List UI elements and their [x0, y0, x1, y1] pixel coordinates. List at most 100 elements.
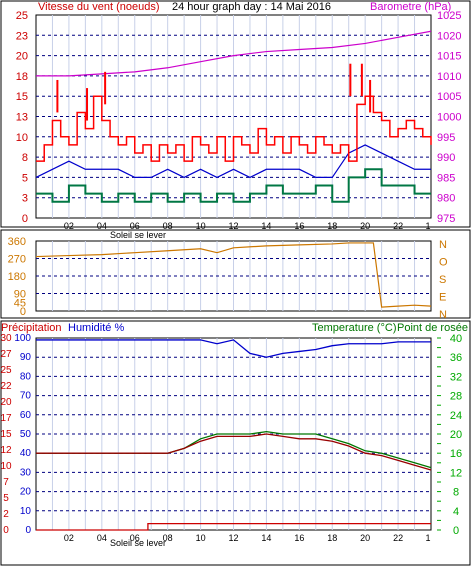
sunrise-label-top: Soleil se lever: [110, 230, 166, 240]
dir-compass-label: O: [439, 257, 448, 269]
series-precipitation-line: [36, 522, 431, 531]
y-tick-label: 5: [22, 172, 28, 184]
y2-tick-label: 1015: [437, 51, 461, 63]
humidity-panel-frame: [0, 320, 471, 566]
series-average-line: [35, 144, 431, 179]
temp-tick-label: 8: [453, 487, 459, 499]
temp-tick-label: 36: [450, 352, 462, 364]
dir-compass-label: S: [439, 274, 446, 286]
rain-tick-label: 20: [0, 397, 12, 408]
series-barometre-line: [36, 30, 432, 77]
x-tick-label: 18: [327, 533, 337, 543]
rain-tick-label: 12: [0, 445, 12, 456]
y-tick-label: 18: [16, 71, 28, 83]
dir-tick-label: 180: [8, 271, 26, 283]
y2-tick-label: 1005: [437, 91, 461, 103]
humidity-tick-label: 10: [20, 506, 32, 517]
temp-tick-label: 20: [450, 429, 462, 441]
rain-tick-label: 30: [0, 333, 12, 344]
sunrise-label-bottom: Soleil se lever: [110, 538, 166, 548]
x-tick-label: 20: [360, 533, 370, 543]
y-tick-label: 13: [16, 112, 28, 124]
y2-tick-label: 975: [437, 213, 455, 225]
y-tick-label: 23: [16, 30, 28, 42]
y2-tick-label: 1020: [437, 30, 461, 42]
y2-tick-label: 995: [437, 132, 455, 144]
x-tick-label: 22: [393, 221, 403, 231]
temp-tick-label: 0: [453, 525, 459, 537]
dir-tick-label: 270: [8, 254, 26, 266]
dir-tick-label: 45: [14, 297, 26, 309]
rain-title: Précipitation: [1, 322, 62, 334]
y-tick-label: 15: [16, 91, 28, 103]
x-tick-label: 14: [261, 533, 271, 543]
temp-tick-label: 4: [453, 506, 459, 518]
x-tick-label: 1: [425, 221, 430, 231]
graph-title: 24 hour graph day : 14 Mai 2016: [172, 1, 331, 13]
x-tick-label: 06: [130, 221, 140, 231]
rain-tick-label: 22: [0, 381, 12, 392]
humidity-tick-label: 30: [20, 467, 32, 478]
dir-compass-label: N: [439, 239, 447, 251]
x-tick-label: 02: [64, 221, 74, 231]
y2-tick-label: 1000: [437, 112, 461, 124]
x-tick-label: 10: [196, 533, 206, 543]
x-tick-label: 12: [228, 533, 238, 543]
x-tick-label: 20: [360, 221, 370, 231]
dir-tick-label: 0: [20, 306, 26, 318]
rain-tick-label: 17: [0, 413, 12, 424]
humidity-tick-label: 40: [20, 448, 32, 459]
dew-title: Point de rosée: [397, 322, 468, 334]
y2-tick-label: 1010: [437, 71, 461, 83]
x-tick-label: 02: [64, 533, 74, 543]
y-tick-label: 10: [16, 132, 28, 144]
humidity-tick-label: 70: [20, 391, 32, 402]
x-tick-label: 18: [327, 221, 337, 231]
x-tick-label: 04: [97, 221, 107, 231]
humidity-tick-label: 60: [20, 410, 32, 421]
x-tick-label: 08: [163, 533, 173, 543]
humidity-tick-label: 100: [14, 333, 31, 344]
y-tick-label: 0: [22, 213, 28, 225]
series-wind-line: [36, 95, 432, 162]
x-tick-label: 16: [294, 221, 304, 231]
dir-tick-label: 90: [14, 289, 26, 301]
dir-compass-label: N: [439, 309, 447, 321]
humidity-tick-label: 20: [20, 487, 32, 498]
x-tick-label: 14: [261, 221, 271, 231]
series-humidity-line: [36, 339, 431, 358]
temp-tick-label: 40: [450, 333, 462, 345]
x-tick-label: 10: [196, 221, 206, 231]
humidity-title: Humidité %: [68, 322, 124, 334]
rain-tick-label: 10: [0, 461, 12, 472]
x-tick-label: 1: [425, 533, 430, 543]
direction-panel-frame: [0, 229, 471, 319]
rain-tick-label: 2: [3, 509, 9, 520]
x-tick-label: 12: [228, 221, 238, 231]
temp-tick-label: 28: [450, 391, 462, 403]
rain-tick-label: 7: [3, 477, 9, 488]
x-tick-label: 04: [97, 533, 107, 543]
baro-title: Barometre (hPa): [370, 1, 451, 13]
x-tick-label: 16: [294, 533, 304, 543]
series-direction-line: [35, 242, 432, 308]
humidity-tick-label: 0: [25, 525, 31, 536]
series-dewpoint-line: [36, 433, 432, 471]
humidity-tick-label: 80: [20, 371, 32, 382]
y2-tick-label: 990: [437, 152, 455, 164]
y2-tick-label: 985: [437, 172, 455, 184]
y2-tick-label: 980: [437, 193, 455, 205]
rain-tick-label: 27: [0, 349, 12, 360]
x-tick-label: 22: [393, 533, 403, 543]
temp-tick-label: 24: [450, 410, 462, 422]
rain-tick-label: 15: [0, 429, 12, 440]
x-tick-label: 06: [130, 533, 140, 543]
rain-tick-label: 0: [3, 525, 9, 536]
rain-tick-label: 25: [0, 365, 12, 376]
y-tick-label: 3: [22, 193, 28, 205]
temp-tick-label: 32: [450, 371, 462, 383]
temp-tick-label: 16: [450, 448, 462, 460]
dir-tick-label: 360: [8, 236, 26, 248]
temp-tick-label: 12: [450, 467, 462, 479]
